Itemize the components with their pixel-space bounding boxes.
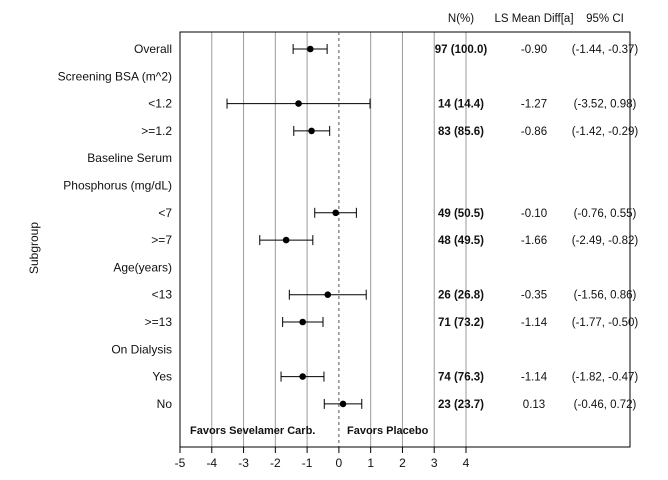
ls-mean-diff-value: -0.90	[521, 44, 547, 56]
n-percent-value: 23 (23.7)	[438, 399, 484, 411]
point-estimate	[306, 45, 314, 53]
x-axis: -5 -4 -3 -2 -1 0 1 2 3 4	[175, 446, 470, 470]
x-tick-label: 0	[336, 456, 343, 470]
ci-value: (-2.49, -0.82)	[572, 235, 639, 247]
n-percent-value: 74 (76.3)	[438, 372, 484, 384]
plot-frame	[179, 31, 631, 448]
ci-value: (-1.82, -0.47)	[572, 372, 639, 384]
ls-mean-diff-value: -0.10	[521, 208, 547, 220]
estimate-marks	[226, 44, 371, 409]
column-header: N(%)	[448, 13, 474, 25]
column-headers: N(%) LS Mean Diff[a] 95% CI	[448, 13, 624, 25]
group-header-label: Baseline Serum	[87, 151, 172, 165]
ci-value: (-0.46, 0.72)	[574, 399, 637, 411]
x-tick-label: -4	[206, 456, 217, 470]
subgroup-label: <7	[158, 206, 172, 220]
n-percent-value: 49 (50.5)	[438, 208, 484, 220]
favors-right-label: Favors Placebo	[347, 425, 429, 437]
ls-mean-diff-value: -1.14	[521, 372, 548, 384]
point-estimate	[299, 373, 306, 380]
ls-mean-diff-value: -1.27	[521, 99, 547, 111]
ci-value: (-3.52, 0.98)	[574, 99, 637, 111]
group-header-label: On Dialysis	[111, 342, 172, 356]
ci-value: (-1.77, -0.50)	[572, 317, 639, 329]
point-estimate	[324, 291, 332, 299]
ci-value: (-0.76, 0.55)	[574, 208, 637, 220]
n-percent-value: 48 (49.5)	[438, 235, 484, 247]
subgroup-label: >=7	[151, 233, 172, 247]
column-header: 95% CI	[586, 13, 624, 25]
subgroup-label: >=1.2	[141, 124, 172, 138]
n-percent-value: 14 (14.4)	[438, 99, 484, 111]
ls-mean-diff-value: -1.14	[521, 317, 548, 329]
x-tick-label: 4	[463, 456, 470, 470]
ls-mean-diff-value: 0.13	[523, 399, 545, 411]
ls-mean-diff-value: -0.86	[521, 126, 547, 138]
subgroup-label: Yes	[152, 370, 172, 384]
subgroup-label: >=13	[145, 315, 173, 329]
point-estimate	[295, 100, 302, 107]
point-estimate	[299, 318, 306, 326]
ls-mean-diff-value: -0.35	[521, 290, 547, 302]
x-tick-label: -2	[270, 456, 281, 470]
x-tick-label: -5	[175, 456, 186, 470]
x-tick-label: 1	[367, 456, 374, 470]
grid-lines	[211, 32, 467, 447]
subgroup-label: <1.2	[148, 97, 172, 111]
x-tick-label: -3	[238, 456, 249, 470]
subgroup-label: <13	[152, 288, 173, 302]
subgroup-rows: Overall Screening BSA (m^2) <1.2 >=1.2 Basel…	[58, 42, 173, 411]
group-header-label: Screening BSA (m^2)	[58, 69, 172, 83]
subgroup-label: Overall	[134, 42, 172, 56]
point-estimate	[332, 209, 340, 217]
n-percent-value: 97 (100.0)	[435, 44, 488, 56]
x-tick-label: -1	[302, 456, 313, 470]
point-estimate	[282, 236, 290, 244]
ci-value: (-1.44, -0.37)	[572, 44, 639, 56]
x-tick-label: 2	[399, 456, 406, 470]
ci-value: (-1.56, 0.86)	[574, 290, 637, 302]
point-estimate	[339, 400, 347, 408]
n-percent-value: 83 (85.6)	[438, 126, 484, 138]
group-header-label: Phosphorus (mg/dL)	[63, 179, 172, 193]
stats-table: 97 (100.0) -0.90 (-1.44, -0.37) 14 (14.4) -1…	[435, 44, 639, 411]
column-header: LS Mean Diff[a]	[494, 13, 573, 25]
favors-left-label: Favors Sevelamer Carb.	[190, 425, 315, 437]
group-header-label: Age(years)	[113, 260, 172, 274]
subgroup-label: No	[157, 397, 173, 411]
n-percent-value: 71 (73.2)	[438, 317, 484, 329]
ls-mean-diff-value: -1.66	[521, 235, 547, 247]
x-tick-label: 3	[431, 456, 438, 470]
y-axis-title: Subgroup	[27, 222, 41, 274]
n-percent-value: 26 (26.8)	[438, 290, 484, 302]
ci-value: (-1.42, -0.29)	[572, 126, 639, 138]
point-estimate	[308, 127, 315, 135]
